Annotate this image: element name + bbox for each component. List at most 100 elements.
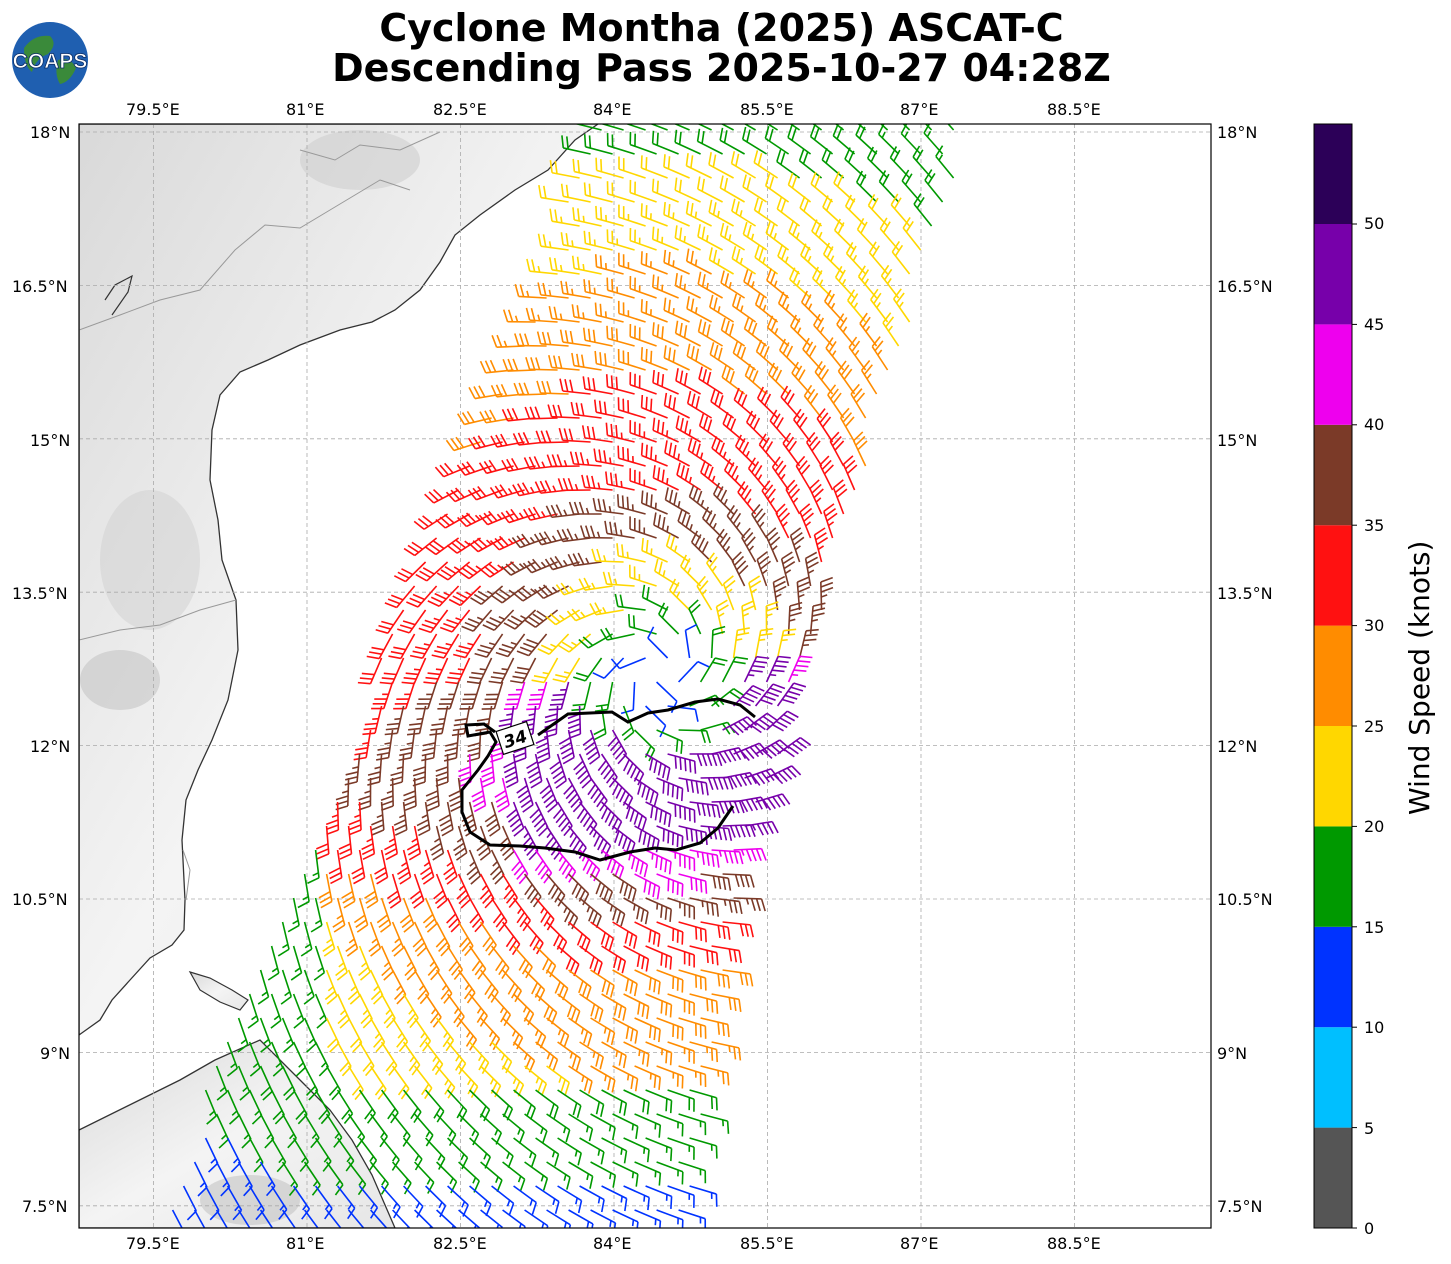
wind-barb bbox=[880, 264, 900, 299]
wind-barb bbox=[732, 340, 757, 371]
wind-barb bbox=[433, 873, 448, 909]
wind-barb bbox=[549, 160, 580, 179]
wind-barb bbox=[494, 777, 510, 813]
wind-barb bbox=[820, 576, 834, 611]
wind-barb bbox=[678, 969, 707, 991]
wind-barb bbox=[503, 753, 519, 789]
wind-barb bbox=[812, 124, 823, 131]
wind-barb bbox=[708, 152, 734, 179]
wind-barb bbox=[512, 585, 548, 602]
wind-barb bbox=[689, 1041, 719, 1063]
wind-barb bbox=[525, 307, 558, 323]
wind-barb bbox=[741, 527, 757, 563]
wind-barb bbox=[618, 252, 646, 275]
wind-barb bbox=[687, 437, 713, 467]
wind-barb bbox=[503, 609, 537, 630]
wind-barb bbox=[667, 801, 696, 823]
wind-barb bbox=[594, 302, 624, 323]
wind-barb bbox=[731, 198, 757, 227]
wind-barb bbox=[490, 897, 508, 932]
wind-barb bbox=[374, 849, 389, 885]
wind-barb bbox=[766, 124, 779, 131]
wind-barb bbox=[669, 578, 691, 611]
wind-barb bbox=[744, 712, 778, 734]
wind-barb bbox=[491, 1041, 513, 1074]
wind-barb bbox=[821, 147, 845, 179]
colorbar-segment bbox=[1314, 224, 1352, 325]
wind-barb bbox=[380, 1089, 399, 1124]
wind-barb bbox=[237, 1113, 252, 1149]
wind-barb bbox=[424, 488, 459, 504]
lon-label-bottom: 85.5°E bbox=[740, 1234, 794, 1253]
colorbar-tick: 15 bbox=[1364, 918, 1385, 937]
wind-barb bbox=[369, 1065, 387, 1100]
wind-barb bbox=[526, 753, 543, 789]
wind-barb bbox=[579, 1089, 605, 1117]
wind-barb bbox=[645, 897, 673, 922]
wind-barb bbox=[720, 317, 746, 347]
wind-barb bbox=[743, 124, 756, 131]
colorbar-segment bbox=[1314, 1127, 1352, 1228]
wind-barb bbox=[571, 352, 602, 371]
wind-barb bbox=[601, 849, 625, 880]
wind-barb bbox=[675, 368, 701, 395]
wind-barb bbox=[857, 124, 867, 131]
wind-barb bbox=[479, 409, 514, 424]
wind-barb bbox=[466, 849, 482, 885]
wind-barb bbox=[336, 993, 351, 1029]
wind-barb bbox=[401, 657, 427, 685]
wind-barb bbox=[461, 609, 493, 632]
wind-barb bbox=[325, 1017, 340, 1053]
wind-barb bbox=[412, 753, 427, 787]
wind-barb bbox=[287, 897, 300, 933]
wind-barb bbox=[668, 1234, 694, 1256]
wind-barb bbox=[731, 246, 757, 275]
wind-barb bbox=[413, 1113, 434, 1147]
colorbar-segment bbox=[1314, 926, 1352, 1028]
lat-label-left: 10.5°N bbox=[12, 890, 68, 909]
wind-barb bbox=[722, 771, 757, 788]
wind-barb bbox=[777, 737, 812, 758]
wind-barb bbox=[552, 657, 581, 683]
wind-barb bbox=[755, 793, 791, 811]
wind-barb bbox=[590, 1113, 616, 1141]
wind-barb bbox=[656, 825, 684, 849]
wind-barb bbox=[614, 593, 646, 611]
wind-barb bbox=[524, 969, 546, 1002]
map-frame bbox=[78, 123, 1212, 1229]
wind-barb bbox=[787, 601, 803, 635]
wind-barb bbox=[453, 825, 468, 861]
wind-barb bbox=[674, 129, 701, 155]
wind-barb bbox=[375, 609, 405, 634]
wind-barb bbox=[489, 849, 505, 885]
lat-label-left: 12°N bbox=[30, 737, 71, 756]
wind-barb bbox=[645, 705, 667, 738]
wind-barb bbox=[689, 1089, 718, 1111]
wind-barb bbox=[535, 1089, 559, 1119]
wind-barb bbox=[590, 921, 615, 951]
wind-barb bbox=[325, 801, 340, 836]
wind-barb bbox=[796, 576, 811, 611]
wind-barb bbox=[568, 1209, 594, 1228]
wind-barb bbox=[730, 151, 756, 179]
wind-barb bbox=[789, 527, 805, 563]
wind-barb bbox=[765, 220, 790, 251]
wind-barb bbox=[250, 1234, 266, 1264]
wind-barb bbox=[573, 753, 593, 789]
wind-barb bbox=[766, 315, 790, 347]
wind-barb bbox=[513, 993, 535, 1026]
wind-barb bbox=[734, 434, 757, 467]
wind-barb bbox=[829, 431, 845, 467]
wind-barb bbox=[640, 394, 668, 419]
wind-barb bbox=[502, 1161, 526, 1192]
wind-barb bbox=[367, 753, 383, 786]
lon-label-top: 81°E bbox=[286, 100, 325, 119]
wind-barb bbox=[366, 633, 394, 660]
wind-barb bbox=[744, 363, 768, 395]
wind-barb bbox=[652, 370, 679, 395]
wind-barb bbox=[325, 1209, 342, 1228]
wind-barb bbox=[416, 801, 431, 837]
wind-barb bbox=[325, 1161, 344, 1196]
wind-barb bbox=[375, 729, 394, 761]
wind-barb bbox=[529, 801, 549, 837]
